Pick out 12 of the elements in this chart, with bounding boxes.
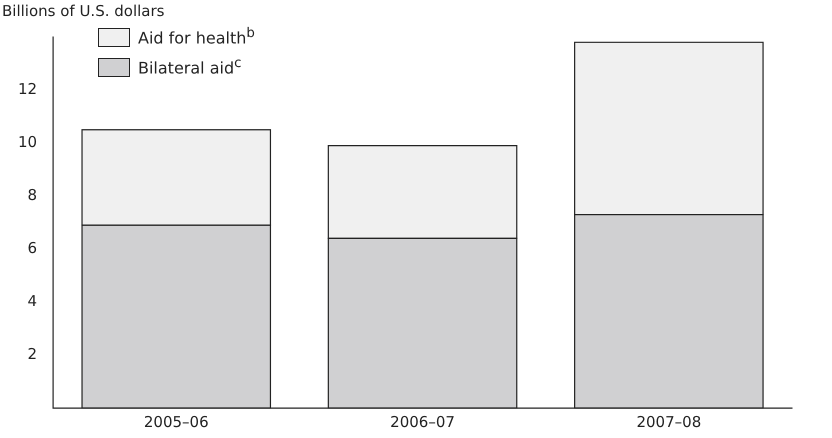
y-tick-label: 2: [28, 344, 38, 363]
x-tick-label: 2005–06: [144, 412, 209, 431]
legend-label: Aid for health$^{b}$: [138, 26, 255, 48]
y-tick-label: 12: [18, 80, 38, 98]
x-tick-label: 2007–08: [636, 412, 702, 431]
x-tick-label: 2006–07: [390, 412, 455, 431]
y-tick-label: 8: [28, 186, 38, 204]
y-tick-label: 10: [18, 132, 38, 151]
legend-label: Bilateral aid$^{c}$: [138, 56, 242, 78]
y-tick-label: 4: [28, 292, 38, 310]
y-axis-title: Billions of U.S. dollars: [2, 2, 164, 20]
y-tick-label: 6: [28, 238, 38, 257]
